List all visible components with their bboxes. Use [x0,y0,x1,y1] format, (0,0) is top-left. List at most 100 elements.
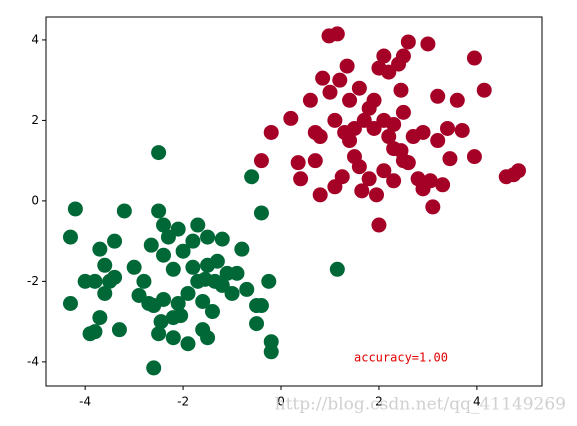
point [195,293,211,309]
point [97,285,113,301]
point [342,92,358,108]
x-tick-label: -4 [79,395,91,409]
point [77,273,93,289]
point [425,199,441,215]
point [386,141,402,157]
point [214,231,230,247]
point [156,291,172,307]
point [386,173,402,189]
point [376,48,392,64]
point [307,153,323,169]
point [329,26,345,42]
point [170,296,186,312]
point [435,177,451,193]
point [393,82,409,98]
point [315,70,331,86]
point [136,273,152,289]
point [449,92,465,108]
point [476,82,492,98]
point [420,36,436,52]
point [381,129,397,145]
plot-frame [45,16,543,387]
point [153,314,169,330]
point [261,273,277,289]
point [376,163,392,179]
point [334,169,350,185]
watermark: http://blog.csdn.net/qq_41149269 [275,395,566,415]
point [322,84,338,100]
point [430,88,446,104]
x-tick-label: -2 [177,395,189,409]
point [190,217,206,233]
point [107,233,123,249]
point [92,310,108,326]
point [422,173,438,189]
x-tick-label: 4 [473,395,481,409]
point [204,304,220,320]
point [263,344,279,360]
point [156,247,172,263]
point [67,201,83,217]
point [239,281,255,297]
point [442,151,458,167]
point [219,265,235,281]
point [173,308,189,324]
point [510,163,526,179]
point [366,92,382,108]
y-tick-label: -4 [27,354,39,368]
point [97,257,113,273]
point [165,261,181,277]
point [293,171,309,187]
point [151,145,167,161]
annotation: accuracy=1.00 [354,351,448,365]
point [180,336,196,352]
point [430,133,446,149]
point [200,330,216,346]
point [312,187,328,203]
point [327,112,343,128]
point [185,259,201,275]
point [342,133,358,149]
point [263,124,279,140]
point [354,183,370,199]
point [395,48,411,64]
point [440,120,456,136]
point [209,253,225,269]
point [361,171,377,187]
point [253,205,269,221]
point [143,237,159,253]
point [146,360,162,376]
point [207,273,223,289]
point [283,110,299,126]
point [415,124,431,140]
point [249,316,265,332]
point [111,322,127,338]
point [116,203,132,219]
y-tick-label: 2 [31,113,39,127]
point [329,261,345,277]
point [332,72,348,88]
point [339,58,355,74]
point [351,80,367,96]
point [126,259,142,275]
point [156,217,172,233]
y-tick-label: -2 [27,274,39,288]
point [185,233,201,249]
point [141,296,157,312]
point [395,104,411,120]
y-tick-label: 0 [31,193,39,207]
point [62,229,78,245]
y-tick-label: 4 [31,32,39,46]
point [302,92,318,108]
point [151,203,167,219]
point [234,241,250,257]
point [290,155,306,171]
point [369,187,385,203]
point [386,116,402,132]
point [371,217,387,233]
point [62,296,78,312]
point [253,298,269,314]
point [107,269,123,285]
point [160,229,176,245]
